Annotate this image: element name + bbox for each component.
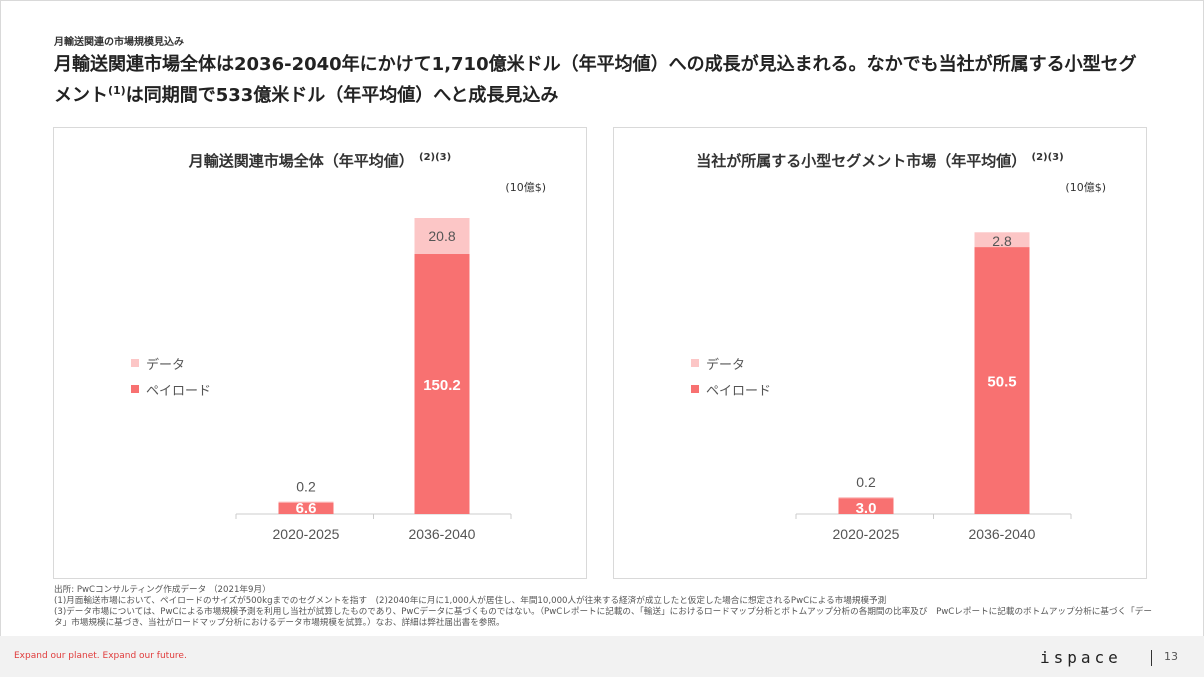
bar-payload — [278, 502, 334, 514]
legend-swatch-data — [691, 359, 699, 367]
headline-part1: 月輸送関連市場全体は2036-2040年にかけて1,710億米ドル（年平均値）へ… — [54, 54, 1137, 106]
chart-title-sup: (2)(3) — [419, 152, 452, 163]
data-label-data: 2.8 — [992, 233, 1012, 249]
x-tick-label: 2020-2025 — [273, 526, 340, 542]
ispace-logo: ispace — [1040, 648, 1122, 667]
chart-unit-label: (10億$) — [505, 181, 546, 194]
footnote-3: (3)データ市場については、PwCによる市場規模予測を利用し当社が試算したもので… — [54, 607, 1152, 628]
bar-payload — [414, 254, 470, 514]
chart-panel-small-segment: 当社が所属する小型セグメント市場（年平均値） (2)(3) (10億$) データ… — [613, 127, 1147, 579]
legend-item-payload: ペイロード — [131, 376, 211, 402]
legend-label-payload: ペイロード — [146, 383, 212, 399]
legend-swatch-payload — [131, 385, 139, 393]
headline: 月輸送関連市場全体は2036-2040年にかけて1,710億米ドル（年平均値）へ… — [54, 52, 1144, 109]
footer-tagline: Expand our planet. Expand our future. — [14, 651, 187, 661]
chart-panel-total-market: 月輸送関連市場全体（年平均値） (2)(3) (10億$) データ ペイロード … — [53, 127, 587, 579]
footer-divider — [1151, 650, 1152, 666]
legend-label-data: データ — [706, 357, 746, 373]
chart-title-sup: (2)(3) — [1031, 152, 1064, 163]
legend-swatch-payload — [691, 385, 699, 393]
legend-label-payload: ペイロード — [706, 383, 772, 399]
bar-data — [278, 501, 334, 503]
chart-title-text: 当社が所属する小型セグメント市場（年平均値） — [696, 152, 1027, 170]
chart-title: 当社が所属する小型セグメント市場（年平均値） (2)(3) — [614, 150, 1146, 171]
chart-legend: データ ペイロード — [131, 350, 211, 402]
footnote-source: 出所: PwCコンサルティング作成データ （2021年9月） — [54, 585, 271, 595]
footnote-1-2: (1)月面輸送市場において、ペイロードのサイズが500kgまでのセグメントを指す… — [54, 596, 887, 606]
stacked-bar-chart-small-segment: 3.0 0.2 2020-2025 50.5 2.8 2036-2040 — [795, 232, 1072, 542]
bar-data — [974, 232, 1030, 248]
headline-part2: は同期間で533億米ドル（年平均値）へと成長見込み — [125, 85, 559, 106]
x-tick-label: 2036-2040 — [409, 526, 476, 542]
page-number: 13 — [1164, 650, 1178, 663]
bar-payload — [838, 498, 894, 514]
data-label-payload: 150.2 — [423, 377, 461, 394]
headline-footnote-ref: (1) — [108, 84, 126, 97]
data-label-data: 0.2 — [856, 474, 876, 490]
chart-unit-label: (10億$) — [1065, 181, 1106, 194]
section-label: 月輸送関連の市場規模見込み — [54, 37, 184, 48]
data-label-payload: 50.5 — [987, 374, 1016, 391]
legend-label-data: データ — [146, 357, 186, 373]
legend-item-data: データ — [131, 350, 211, 376]
data-label-payload: 3.0 — [856, 500, 877, 517]
footnotes: 出所: PwCコンサルティング作成データ （2021年9月） (1)月面輸送市場… — [54, 585, 1154, 629]
data-label-data: 20.8 — [428, 228, 455, 244]
legend-item-payload: ペイロード — [691, 376, 771, 402]
data-label-data: 0.2 — [296, 479, 316, 495]
chart-title-text: 月輸送関連市場全体（年平均値） — [188, 152, 414, 170]
x-tick-label: 2036-2040 — [969, 526, 1036, 542]
legend-swatch-data — [131, 359, 139, 367]
stacked-bar-chart-total: 6.6 0.2 2020-2025 150.2 20.8 2036-2040 — [235, 218, 512, 542]
chart-legend: データ ペイロード — [691, 350, 771, 402]
footer-bar: Expand our planet. Expand our future. is… — [0, 636, 1204, 677]
legend-item-data: データ — [691, 350, 771, 376]
bar-data — [414, 218, 470, 255]
bar-data — [838, 497, 894, 499]
data-label-payload: 6.6 — [296, 500, 317, 517]
x-tick-label: 2020-2025 — [833, 526, 900, 542]
bar-payload — [974, 247, 1030, 515]
chart-title: 月輸送関連市場全体（年平均値） (2)(3) — [54, 150, 586, 171]
